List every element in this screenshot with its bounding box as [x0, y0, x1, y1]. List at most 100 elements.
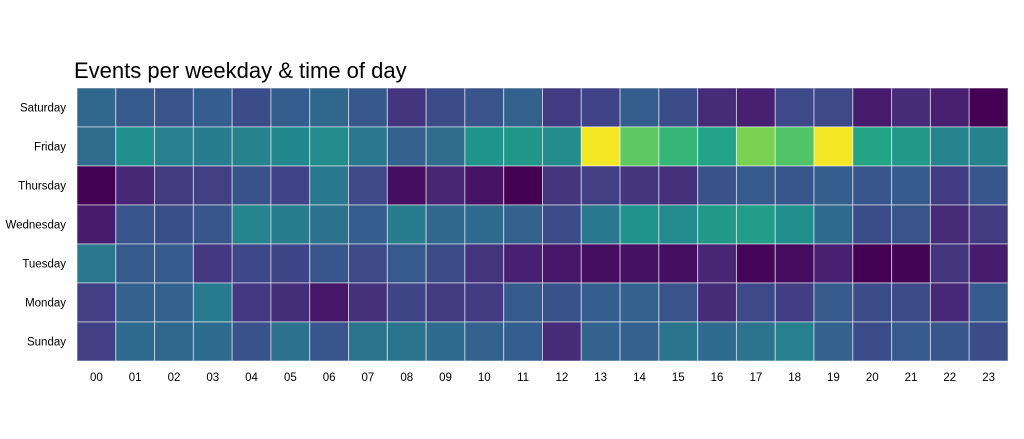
heat-cell-monday-22 [929, 282, 970, 323]
heat-cell-saturday-09 [425, 87, 466, 128]
heat-cell-sunday-23 [968, 321, 1009, 362]
heat-cell-tuesday-06 [309, 243, 350, 284]
heat-cell-sunday-00 [76, 321, 117, 362]
heat-cell-sunday-04 [231, 321, 272, 362]
heat-cell-sunday-13 [580, 321, 621, 362]
heat-cell-friday-23 [968, 126, 1009, 167]
heat-cell-wednesday-12 [542, 204, 582, 245]
heat-cell-tuesday-11 [503, 243, 544, 284]
heat-cell-monday-18 [774, 282, 815, 323]
heat-cell-wednesday-13 [580, 204, 621, 245]
heat-cell-tuesday-16 [697, 243, 737, 284]
heat-cell-saturday-21 [891, 87, 931, 128]
heat-cell-friday-20 [852, 126, 893, 167]
y-tick-label-friday: Friday [34, 142, 66, 154]
heat-cell-wednesday-14 [619, 204, 660, 245]
heat-cell-saturday-07 [348, 87, 388, 128]
heat-cell-sunday-12 [542, 321, 582, 362]
heat-cell-wednesday-06 [309, 204, 350, 245]
heat-cell-friday-03 [192, 126, 233, 167]
heat-cell-monday-02 [154, 282, 194, 323]
x-tick-label-18: 18 [788, 372, 801, 384]
x-tick-label-23: 23 [982, 372, 995, 384]
heat-cell-monday-08 [386, 282, 427, 323]
heat-cell-wednesday-18 [774, 204, 815, 245]
heat-cell-sunday-11 [503, 321, 544, 362]
heat-cell-thursday-11 [503, 165, 544, 206]
heat-cell-thursday-03 [192, 165, 233, 206]
heat-cell-thursday-12 [542, 165, 582, 206]
heat-cell-tuesday-05 [270, 243, 311, 284]
heat-cell-friday-09 [425, 126, 466, 167]
heat-cell-monday-01 [115, 282, 156, 323]
heat-cell-saturday-20 [852, 87, 893, 128]
heat-cell-saturday-15 [658, 87, 699, 128]
heat-cell-sunday-03 [192, 321, 233, 362]
heat-cell-thursday-00 [76, 165, 117, 206]
heat-cell-wednesday-02 [154, 204, 194, 245]
x-tick-label-20: 20 [866, 372, 879, 384]
chart-title: Events per weekday & time of day [74, 58, 407, 83]
heat-cell-thursday-21 [891, 165, 931, 206]
heat-cell-saturday-17 [735, 87, 776, 128]
heat-cell-tuesday-04 [231, 243, 272, 284]
heat-cell-tuesday-21 [891, 243, 931, 284]
heat-cell-friday-01 [115, 126, 156, 167]
heat-cell-saturday-06 [309, 87, 350, 128]
heat-cell-sunday-06 [309, 321, 350, 362]
heat-cell-friday-06 [309, 126, 350, 167]
heat-cell-thursday-07 [348, 165, 388, 206]
heat-cell-wednesday-15 [658, 204, 699, 245]
heat-cell-sunday-05 [270, 321, 311, 362]
heat-cell-monday-11 [503, 282, 544, 323]
heat-cell-friday-21 [891, 126, 931, 167]
heat-cell-saturday-18 [774, 87, 815, 128]
heat-cell-wednesday-17 [735, 204, 776, 245]
heat-cell-sunday-08 [386, 321, 427, 362]
y-tick-label-wednesday: Wednesday [5, 220, 66, 232]
heat-cell-monday-19 [813, 282, 854, 323]
x-tick-label-04: 04 [245, 372, 258, 384]
heat-cell-saturday-14 [619, 87, 660, 128]
heat-cell-wednesday-09 [425, 204, 466, 245]
y-tick-label-tuesday: Tuesday [22, 259, 66, 271]
heat-cell-thursday-14 [619, 165, 660, 206]
heat-cell-friday-05 [270, 126, 311, 167]
heat-cell-monday-06 [309, 282, 350, 323]
heat-cell-thursday-16 [697, 165, 737, 206]
x-tick-label-14: 14 [633, 372, 646, 384]
heat-cell-wednesday-22 [929, 204, 970, 245]
heat-cell-wednesday-03 [192, 204, 233, 245]
heat-cell-thursday-15 [658, 165, 699, 206]
heat-cell-friday-12 [542, 126, 582, 167]
heat-cell-monday-09 [425, 282, 466, 323]
heat-cell-friday-15 [658, 126, 699, 167]
heat-cell-friday-22 [929, 126, 970, 167]
heat-cell-saturday-01 [115, 87, 156, 128]
heat-cell-monday-13 [580, 282, 621, 323]
heat-cell-sunday-16 [697, 321, 737, 362]
heat-cell-monday-04 [231, 282, 272, 323]
heat-cell-sunday-09 [425, 321, 466, 362]
y-tick-label-thursday: Thursday [18, 181, 66, 193]
heat-cell-tuesday-15 [658, 243, 699, 284]
x-tick-label-10: 10 [478, 372, 491, 384]
heat-cell-friday-19 [813, 126, 854, 167]
heat-cell-wednesday-08 [386, 204, 427, 245]
heat-cell-thursday-19 [813, 165, 854, 206]
heat-cell-saturday-12 [542, 87, 582, 128]
x-tick-label-00: 00 [90, 372, 103, 384]
heat-cell-tuesday-03 [192, 243, 233, 284]
x-tick-label-09: 09 [439, 372, 452, 384]
heat-cell-thursday-02 [154, 165, 194, 206]
heat-cell-monday-17 [735, 282, 776, 323]
heat-cell-monday-23 [968, 282, 1009, 323]
x-tick-label-19: 19 [827, 372, 840, 384]
heat-cell-monday-12 [542, 282, 582, 323]
heat-cell-wednesday-07 [348, 204, 388, 245]
heat-cell-tuesday-20 [852, 243, 893, 284]
heat-cell-saturday-13 [580, 87, 621, 128]
heat-cell-sunday-02 [154, 321, 194, 362]
heat-cell-sunday-01 [115, 321, 156, 362]
